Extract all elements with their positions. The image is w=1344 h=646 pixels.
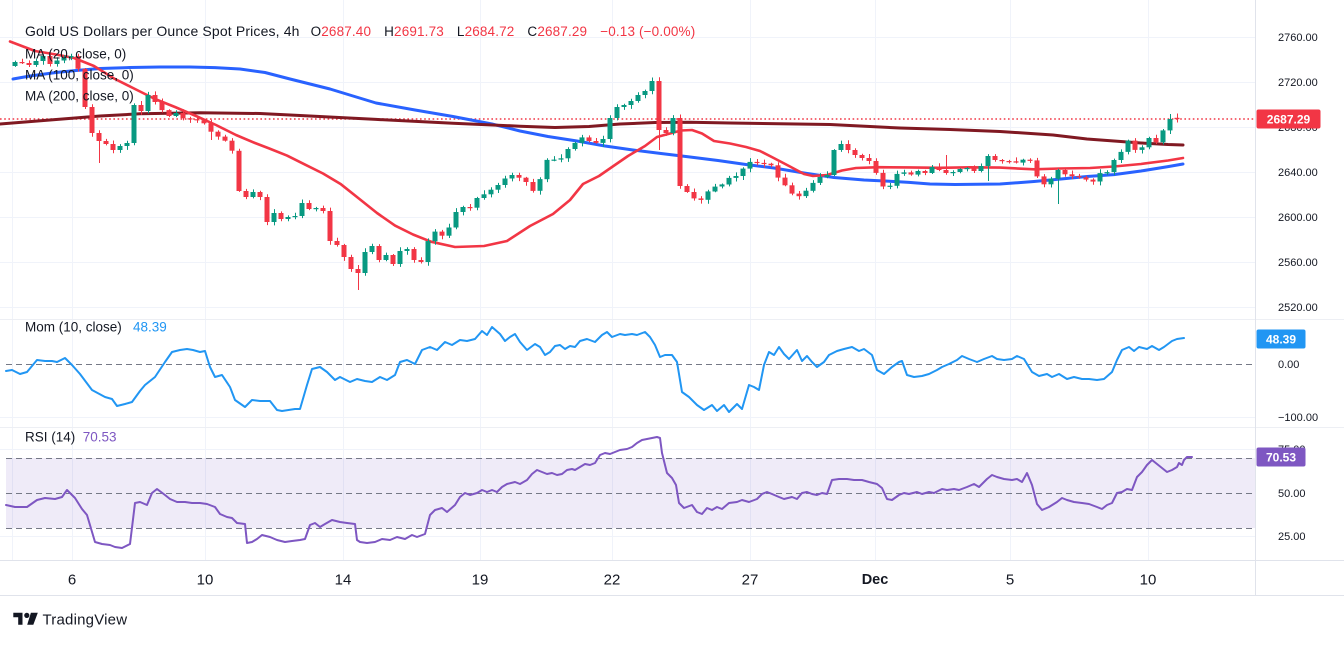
svg-text:2687.29: 2687.29 <box>1267 113 1311 127</box>
svg-text:MA (20, close, 0): MA (20, close, 0) <box>25 47 126 62</box>
svg-text:25.00: 25.00 <box>1278 531 1306 543</box>
svg-text:50.00: 50.00 <box>1278 488 1306 500</box>
svg-text:Mom (10, close) 48.39: Mom (10, close) 48.39 <box>25 320 167 335</box>
svg-text:70.53: 70.53 <box>1266 451 1296 465</box>
svg-text:2720.00: 2720.00 <box>1278 77 1318 89</box>
svg-text:0.00: 0.00 <box>1278 359 1299 371</box>
svg-text:RSI (14) 70.53: RSI (14) 70.53 <box>25 430 117 445</box>
svg-text:MA (100, close, 0): MA (100, close, 0) <box>25 68 134 83</box>
svg-text:Dec: Dec <box>862 572 889 588</box>
svg-text:10: 10 <box>197 572 214 589</box>
svg-text:22: 22 <box>604 572 621 589</box>
svg-text:2520.00: 2520.00 <box>1278 302 1318 314</box>
svg-text:48.39: 48.39 <box>1266 333 1296 347</box>
svg-text:2640.00: 2640.00 <box>1278 167 1318 179</box>
svg-text:19: 19 <box>472 572 489 589</box>
svg-text:5: 5 <box>1006 572 1014 589</box>
svg-text:2760.00: 2760.00 <box>1278 32 1318 44</box>
svg-text:MA (200, close, 0): MA (200, close, 0) <box>25 89 134 104</box>
svg-text:27: 27 <box>742 572 759 589</box>
svg-text:Gold US Dollars per Ounce Spot: Gold US Dollars per Ounce Spot Prices, 4… <box>25 23 695 39</box>
svg-text:−100.00: −100.00 <box>1278 412 1318 424</box>
svg-text:6: 6 <box>68 572 76 589</box>
svg-text:2560.00: 2560.00 <box>1278 257 1318 269</box>
svg-text:14: 14 <box>335 572 352 589</box>
svg-text:TradingView: TradingView <box>43 612 128 629</box>
svg-text:10: 10 <box>1140 572 1157 589</box>
svg-text:2600.00: 2600.00 <box>1278 212 1318 224</box>
